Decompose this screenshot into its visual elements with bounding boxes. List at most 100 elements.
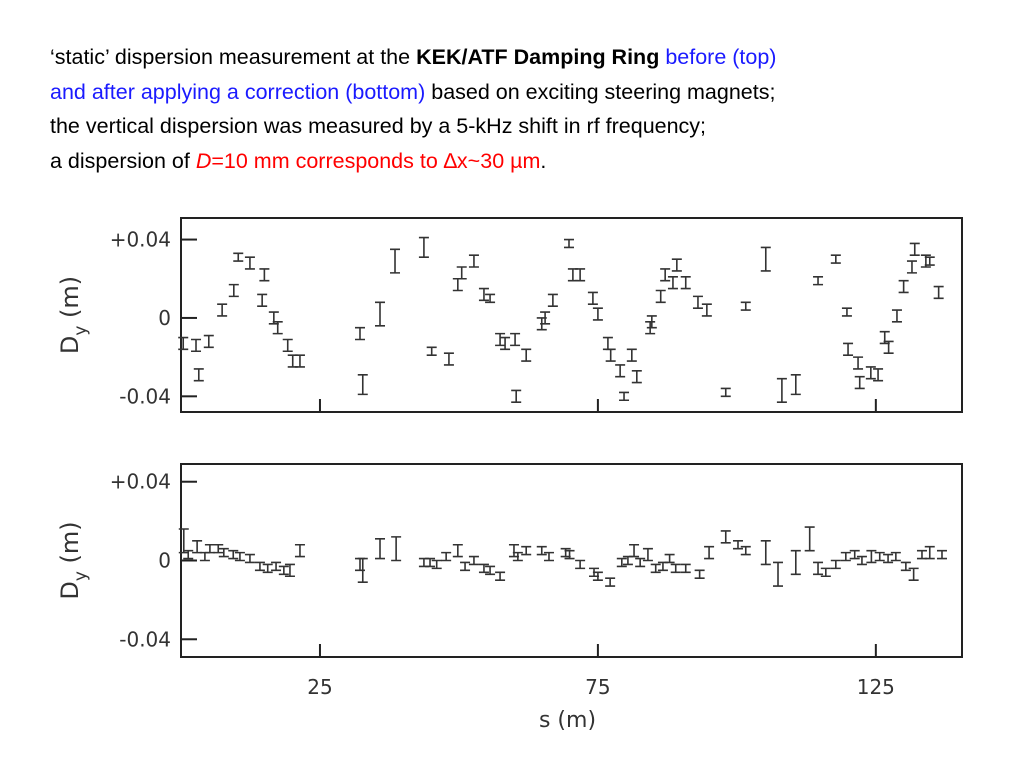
error-bar (500, 336, 511, 351)
error-bar (228, 549, 239, 560)
error-bar (813, 561, 824, 576)
error-bar (254, 561, 265, 572)
error-bar (218, 547, 229, 558)
error-bar (375, 538, 386, 560)
error-bar (660, 268, 671, 282)
caption-text: and after applying a correction (bottom) (50, 79, 426, 104)
error-bar (468, 555, 479, 566)
caption-text: D (195, 148, 212, 173)
error-bar (843, 342, 854, 356)
error-bar (849, 549, 860, 560)
error-bar (228, 283, 239, 298)
error-bar (468, 254, 479, 268)
error-bar (495, 332, 506, 347)
error-bar (217, 303, 228, 317)
plot-frame (180, 217, 963, 413)
error-bar (909, 242, 920, 257)
error-bar (664, 553, 675, 564)
error-bar (485, 293, 496, 304)
error-bar (680, 275, 691, 290)
error-bar (426, 346, 437, 356)
error-bar (635, 557, 646, 568)
error-bar (443, 352, 454, 366)
y-tick-label: +0.04 (110, 470, 171, 494)
error-bar (704, 545, 715, 560)
error-bar (284, 563, 295, 578)
plot: +0.04 0 -0.04 25 75 125 Dy (m) s (m) (56, 463, 963, 733)
error-bar (592, 571, 603, 581)
error-bar (629, 543, 640, 558)
caption-line: the vertical dispersion was measured by … (50, 109, 776, 144)
error-bar (701, 303, 712, 317)
error-bar (883, 340, 894, 355)
error-bar (512, 551, 523, 562)
error-bar (908, 567, 919, 581)
error-bar (485, 565, 496, 576)
y-tick-label: -0.04 (119, 627, 171, 651)
error-bar (670, 563, 681, 574)
error-bar (626, 348, 637, 362)
error-bar (567, 268, 578, 282)
error-bar (874, 551, 885, 562)
error-bar (646, 315, 657, 329)
error-bar (391, 536, 402, 562)
error-bar (790, 549, 801, 576)
error-bar (294, 543, 305, 558)
error-bar (282, 338, 293, 353)
error-bar (575, 268, 586, 282)
caption-text: . (540, 148, 547, 173)
error-bar (760, 540, 771, 566)
error-bar (510, 332, 521, 347)
error-bar (452, 277, 463, 292)
error-bar (233, 252, 244, 262)
error-bar (790, 373, 801, 396)
error-bar (840, 551, 851, 562)
error-bar (891, 309, 902, 323)
error-bar (820, 567, 831, 578)
error-bar (564, 549, 575, 560)
error-bar (853, 356, 864, 370)
error-bar (540, 311, 551, 325)
error-bar (357, 373, 368, 396)
error-bar (619, 391, 630, 402)
y-axis-label-main: D (56, 581, 84, 599)
error-bar (278, 565, 289, 576)
y-axis-label: Dy (m) (56, 521, 91, 599)
caption-text: =10 mm corresponds to ∆x~30 µm (211, 148, 541, 173)
error-bar (456, 266, 467, 280)
y-tick-label: 0 (158, 306, 171, 330)
error-bar (924, 256, 935, 266)
y-axis-label-unit: (m) (56, 276, 84, 326)
error-bar (478, 563, 489, 574)
caption-line: and after applying a correction (bottom)… (50, 75, 776, 110)
error-bar (244, 256, 255, 270)
error-bar (192, 540, 203, 554)
error-bar (655, 289, 666, 304)
error-bar (856, 555, 867, 566)
error-bar (521, 545, 532, 556)
error-bar (418, 557, 429, 568)
error-bar (830, 254, 841, 264)
error-bar (650, 563, 661, 574)
error-bar (602, 336, 613, 351)
x-tick-label: 75 (585, 675, 610, 699)
error-bar (692, 295, 703, 309)
error-bar (460, 561, 471, 572)
error-bar (203, 334, 214, 349)
caption-text: based on exciting steering magnets; (425, 79, 776, 104)
error-bar (615, 364, 626, 378)
x-tick-label: 25 (307, 675, 332, 699)
error-bar (898, 279, 909, 294)
error-bar (199, 551, 210, 562)
error-bar (906, 260, 917, 274)
y-tick-label: -0.04 (119, 384, 171, 408)
error-bar (495, 571, 506, 581)
error-bar (694, 569, 705, 580)
error-bar (257, 293, 268, 307)
caption-text: KEK/ATF Damping Ring (416, 45, 660, 69)
error-bar (262, 563, 273, 574)
error-bar (900, 561, 911, 572)
y-tick-label: 0 (158, 549, 171, 573)
y-tick-label: +0.04 (110, 228, 171, 252)
